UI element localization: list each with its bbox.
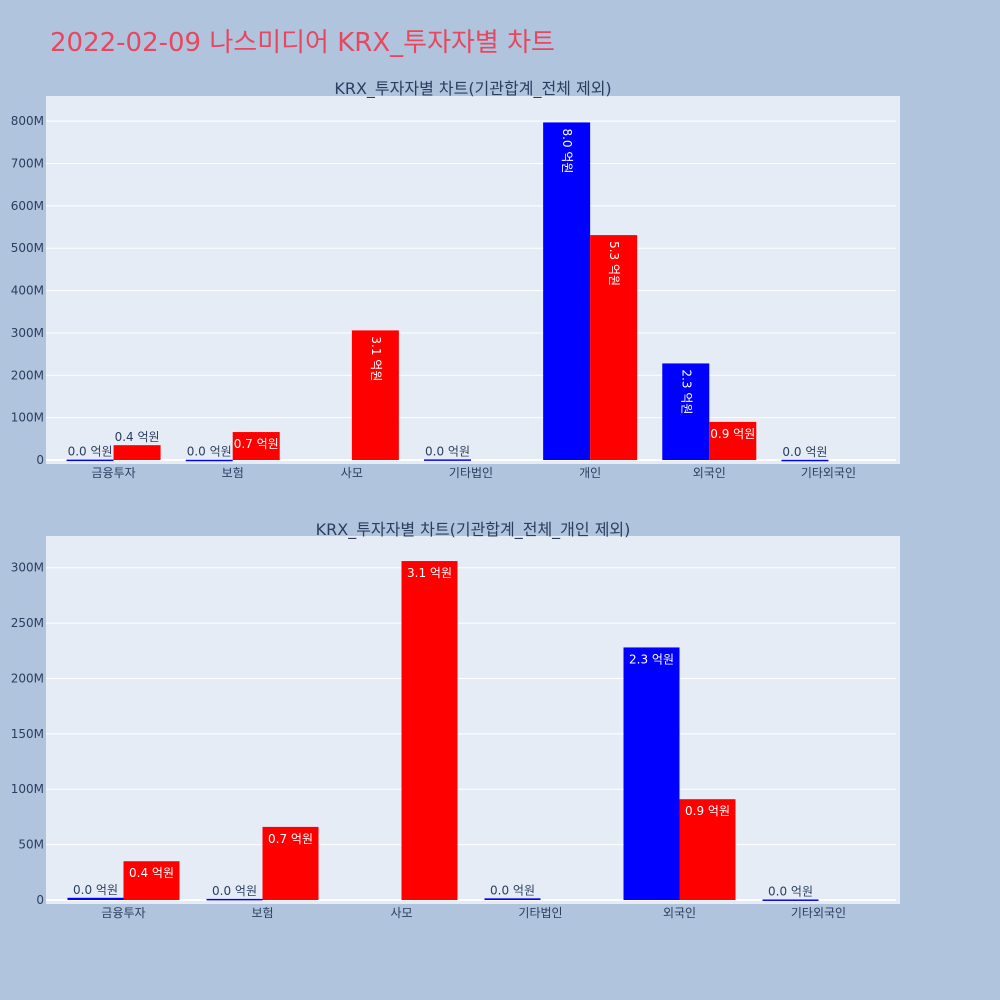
x-tick-label: 보험 (222, 466, 244, 480)
y-tick-label: 400M (11, 284, 44, 298)
y-tick-label: 300M (11, 561, 44, 575)
bar (762, 899, 819, 901)
y-tick-label: 0 (36, 453, 44, 467)
data-label: 0.0 억원 (68, 445, 113, 459)
bar (781, 459, 829, 462)
data-label: 0.0 억원 (187, 445, 232, 459)
y-tick-label: 200M (11, 368, 44, 382)
bar (623, 647, 680, 900)
data-label: 0.0 억원 (490, 883, 535, 897)
x-tick-label: 금융투자 (101, 906, 145, 920)
bar (484, 898, 541, 900)
x-tick-label: 금융투자 (91, 466, 135, 480)
x-tick-label: 외국인 (663, 906, 696, 920)
x-tick-label: 사모 (341, 466, 363, 480)
data-label: 5.3 억원 (607, 241, 621, 286)
chart-2: 0 50M 100M 150M 200M 250M 300M KRX_투자자별 차트(기관합계… (11, 520, 900, 920)
bar (590, 235, 638, 460)
plot-area (46, 536, 900, 904)
y-tick-label: 700M (11, 157, 44, 171)
data-label: 0.0 억원 (212, 884, 257, 898)
bar (679, 799, 736, 900)
data-label: 3.1 억원 (407, 566, 452, 580)
data-label: 0.4 억원 (115, 430, 160, 444)
bar (232, 432, 280, 460)
x-tick-label: 기타법인 (518, 906, 562, 920)
x-tick-label: 기타외국인 (791, 906, 846, 920)
bar (185, 459, 233, 462)
y-tick-label: 150M (11, 727, 44, 741)
y-tick-label: 0 (36, 893, 44, 907)
data-label: 3.1 억원 (369, 336, 383, 381)
bar (67, 897, 124, 900)
y-tick-label: 200M (11, 671, 44, 685)
data-label: 0.9 억원 (710, 427, 755, 441)
y-tick-label: 500M (11, 241, 44, 255)
data-label: 0.9 억원 (685, 804, 730, 818)
x-tick-label: 사모 (390, 906, 412, 920)
bar (113, 445, 161, 460)
data-label: 0.0 억원 (73, 883, 118, 897)
y-tick-label: 250M (11, 616, 44, 630)
data-label: 0.4 억원 (129, 866, 174, 880)
bar (709, 421, 757, 460)
x-tick-label: 기타법인 (449, 466, 493, 480)
plot-area (46, 96, 900, 464)
bar (543, 122, 591, 461)
data-label: 0.7 억원 (268, 832, 313, 846)
bar (66, 459, 114, 462)
y-tick-label: 600M (11, 199, 44, 213)
y-tick-label: 100M (11, 782, 44, 796)
data-label: 2.3 억원 (679, 369, 693, 414)
bar (662, 363, 710, 460)
bar (123, 861, 180, 900)
data-label: 0.0 억원 (425, 444, 470, 458)
bar (351, 330, 399, 460)
data-label: 2.3 억원 (629, 652, 674, 666)
y-tick-label: 50M (18, 838, 44, 852)
x-tick-label: 개인 (579, 466, 601, 480)
data-label: 0.0 억원 (782, 445, 827, 459)
bar (262, 826, 319, 900)
chart-title: KRX_투자자별 차트(기관합계_전체 제외) (334, 79, 611, 99)
chart-1: 0 100M 200M 300M 400M 500M 600M 700M 800M KRX_투자자… (11, 79, 900, 480)
page-title: 2022-02-09 나스미디어 KRX_투자자별 차트 (50, 28, 555, 58)
y-tick-label: 300M (11, 326, 44, 340)
y-tick-label: 800M (11, 114, 44, 128)
x-tick-label: 외국인 (693, 466, 726, 480)
y-tick-label: 100M (11, 411, 44, 425)
bar (424, 459, 471, 461)
x-tick-label: 기타외국인 (801, 466, 856, 480)
data-label: 8.0 억원 (560, 128, 574, 173)
bar (206, 898, 263, 901)
chart-title: KRX_투자자별 차트(기관합계_전체_개인 제외) (316, 520, 631, 540)
data-label: 0.7 억원 (234, 437, 279, 451)
bar (401, 561, 458, 900)
data-label: 0.0 억원 (768, 884, 813, 898)
x-tick-label: 보험 (251, 906, 273, 920)
